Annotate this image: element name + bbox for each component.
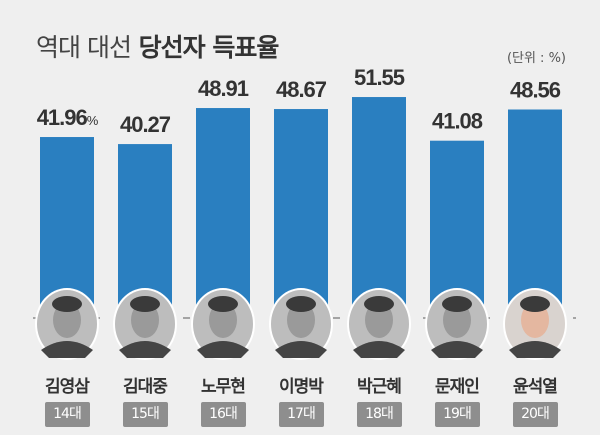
portrait-hair [208, 296, 238, 312]
president-name: 김대중 [123, 377, 168, 397]
term-badge: 15대 [122, 402, 168, 427]
portrait-hair [364, 296, 394, 312]
bar [118, 144, 172, 312]
bar [352, 97, 406, 312]
data-label: 51.55 [354, 65, 405, 90]
data-label: 48.56 [510, 78, 561, 103]
data-label: 48.91 [198, 76, 249, 101]
term-badge: 17대 [278, 402, 324, 427]
term-badge: 16대 [200, 402, 246, 427]
bar [430, 140, 484, 312]
title-bold: 당선자 득표율 [138, 33, 280, 62]
bar [508, 109, 562, 313]
term-badge: 18대 [356, 402, 402, 427]
portrait-suit [41, 341, 93, 358]
president-name: 노무현 [201, 377, 246, 397]
portrait-hair [286, 296, 316, 312]
president-name: 윤석열 [513, 377, 558, 397]
portrait-hair [442, 296, 472, 312]
portrait-suit [119, 341, 171, 358]
portrait-suit [275, 341, 327, 358]
portrait-hair [130, 296, 160, 312]
portrait-hair [520, 296, 550, 312]
portrait-suit [197, 341, 249, 358]
title-light: 역대 대선 [36, 33, 132, 62]
chart-title: 역대 대선 당선자 득표율 [36, 28, 280, 64]
bar [274, 109, 328, 312]
bar [40, 137, 94, 312]
president-name: 이명박 [279, 377, 324, 397]
portrait-hair [52, 296, 82, 312]
president-name: 문재인 [435, 377, 480, 397]
data-label: 48.67 [276, 77, 327, 102]
data-label: 41.08 [432, 109, 483, 134]
president-name: 박근혜 [357, 377, 402, 397]
president-name: 김영삼 [45, 377, 90, 397]
data-label: 41.96% [37, 105, 99, 130]
unit-label: (단위 : %) [506, 51, 566, 66]
term-badge: 20대 [512, 402, 558, 427]
data-label: 40.27 [120, 112, 171, 137]
bar [196, 108, 250, 312]
term-badge: 19대 [434, 402, 480, 427]
portrait-suit [431, 341, 483, 358]
portrait-suit [509, 341, 561, 358]
term-badge: 14대 [44, 402, 90, 427]
portrait-suit [353, 341, 405, 358]
